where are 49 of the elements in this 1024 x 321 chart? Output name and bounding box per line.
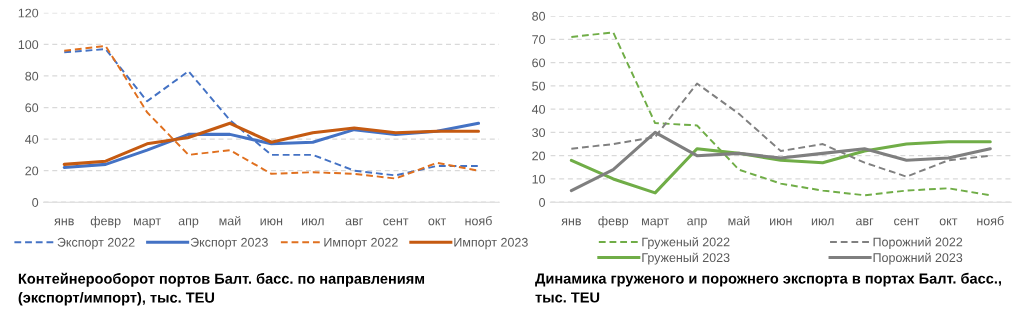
y-tick-label: 70 (532, 35, 546, 44)
x-tick-label: май (219, 215, 241, 226)
x-tick-label: февр (598, 216, 629, 228)
y-tick-label: 50 (532, 81, 546, 91)
text: Контейнерооборот портов Балт. басс. по направлениям (экспорт/импорт), тыс. TEU (18, 272, 425, 306)
x-tick-label: окт (428, 218, 446, 226)
x-tick-label: февр (90, 216, 121, 228)
x-tick-label: март (133, 218, 161, 228)
x-tick-label: июл (811, 218, 834, 226)
x-tick-label: сент (383, 218, 409, 226)
legend-label: Груженый 2023 (642, 252, 730, 265)
legend-label: Экспорт 2023 (190, 237, 268, 250)
x-tick-label: июн (260, 218, 283, 226)
y-tick-label: 40 (531, 104, 546, 114)
legend-label: Порожний 2023 (873, 252, 963, 265)
legend-label: Порожний 2022 (873, 237, 963, 249)
x-tick-label: апр (687, 218, 707, 228)
x-tick-label: окт (939, 218, 958, 226)
y-tick-label: 100 (18, 40, 39, 50)
x-tick-label: сент (894, 218, 920, 226)
legend-label: Импорт 2023 (454, 237, 528, 250)
legend-label: Груженый 2022 (642, 237, 730, 249)
x-tick-label: авг (856, 218, 874, 226)
x-tick-label: авг (345, 218, 363, 226)
x-tick-label: март (642, 218, 669, 228)
x-tick-label: янв (54, 218, 74, 226)
x-tick-label: июл (301, 218, 324, 226)
y-tick-label: 80 (532, 11, 546, 21)
x-tick-label: нояб (977, 216, 1004, 226)
legend-label: Импорт 2022 (324, 237, 398, 250)
y-tick-label: 20 (25, 166, 39, 176)
y-tick-label: 10 (532, 174, 546, 184)
y-tick-label: 30 (532, 128, 546, 138)
x-tick-label: апр (178, 218, 199, 228)
y-tick-label: 60 (532, 58, 546, 68)
y-tick-label: 0 (32, 198, 39, 207)
y-tick-label: 0 (539, 198, 546, 207)
y-tick-label: 60 (25, 103, 39, 113)
y-tick-label: 20 (532, 151, 546, 161)
x-tick-label: июн (770, 218, 792, 226)
legend-label: Экспорт 2022 (57, 237, 135, 250)
y-tick-label: 120 (18, 8, 39, 18)
y-tick-label: 40 (25, 134, 39, 144)
x-tick-label: нояб (465, 216, 492, 226)
line-series (570, 31, 992, 197)
x-tick-label: янв (561, 218, 581, 226)
x-tick-label: май (728, 215, 750, 226)
text: Динамика груженого и порожнего экспорта в портах Балт. басс., тыс. TEU (535, 272, 1001, 303)
y-tick-label: 80 (25, 71, 39, 81)
